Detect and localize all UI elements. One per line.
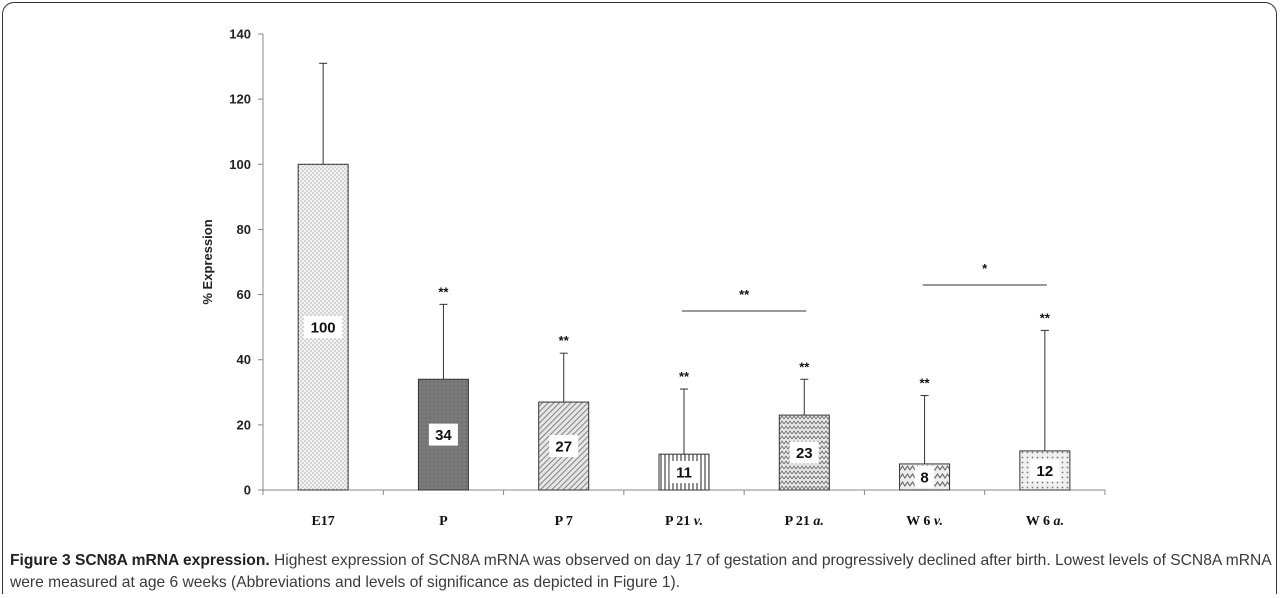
category-label: W 6 a. bbox=[1026, 514, 1064, 529]
y-tick-label: 100 bbox=[229, 157, 251, 172]
bar-p-7 bbox=[538, 401, 590, 491]
category-label: P 21 a. bbox=[785, 514, 824, 529]
category-label: W 6 v. bbox=[906, 514, 943, 529]
value-label: 11 bbox=[676, 465, 692, 482]
bracket-label: ** bbox=[739, 287, 750, 302]
value-label: 100 bbox=[311, 320, 336, 337]
bar-chart: % Expression 0 20 40 60 80 100 120 140 100 E17 34… bbox=[200, 27, 1106, 529]
significance-marker: ** bbox=[438, 284, 449, 299]
figure-caption: Figure 3 SCN8A mRNA expression. Highest … bbox=[10, 550, 1272, 594]
significance-marker: ** bbox=[679, 369, 690, 384]
value-label-box bbox=[1030, 459, 1060, 482]
y-tick-label: 20 bbox=[237, 417, 251, 432]
y-tick-label: 40 bbox=[237, 352, 251, 367]
y-tick-label: 140 bbox=[229, 27, 251, 42]
y-tick-label: 80 bbox=[237, 222, 251, 237]
value-label: 12 bbox=[1037, 463, 1054, 480]
value-label: 23 bbox=[796, 445, 813, 462]
value-label-box bbox=[669, 461, 699, 484]
significance-marker: ** bbox=[1040, 310, 1051, 325]
value-label-box bbox=[428, 423, 458, 446]
y-tick-label: 120 bbox=[229, 92, 251, 107]
caption-text: Highest expression of SCN8A mRNA was obs… bbox=[10, 552, 1271, 591]
value-label: 27 bbox=[555, 439, 572, 456]
category-label: P bbox=[439, 514, 448, 529]
category-label: P 7 bbox=[555, 514, 573, 529]
value-label: 8 bbox=[920, 469, 928, 486]
category-label: E17 bbox=[311, 514, 334, 529]
value-label: 34 bbox=[435, 427, 452, 444]
y-tick-label: 60 bbox=[237, 287, 251, 302]
bracket-label: * bbox=[982, 261, 988, 276]
caption-label: Figure 3 SCN8A mRNA expression. bbox=[10, 552, 270, 569]
y-axis-label: % Expression bbox=[200, 219, 215, 304]
significance-marker: ** bbox=[559, 333, 570, 348]
value-label-box bbox=[914, 465, 935, 488]
bar-w-6-a- bbox=[1019, 450, 1071, 491]
value-label-box bbox=[549, 435, 579, 458]
y-tick-label: 0 bbox=[244, 483, 251, 498]
value-label-box bbox=[789, 441, 819, 464]
significance-marker: ** bbox=[799, 359, 810, 374]
category-label: P 21 v. bbox=[665, 514, 703, 529]
significance-marker: ** bbox=[920, 376, 931, 391]
value-label-box bbox=[303, 316, 343, 339]
